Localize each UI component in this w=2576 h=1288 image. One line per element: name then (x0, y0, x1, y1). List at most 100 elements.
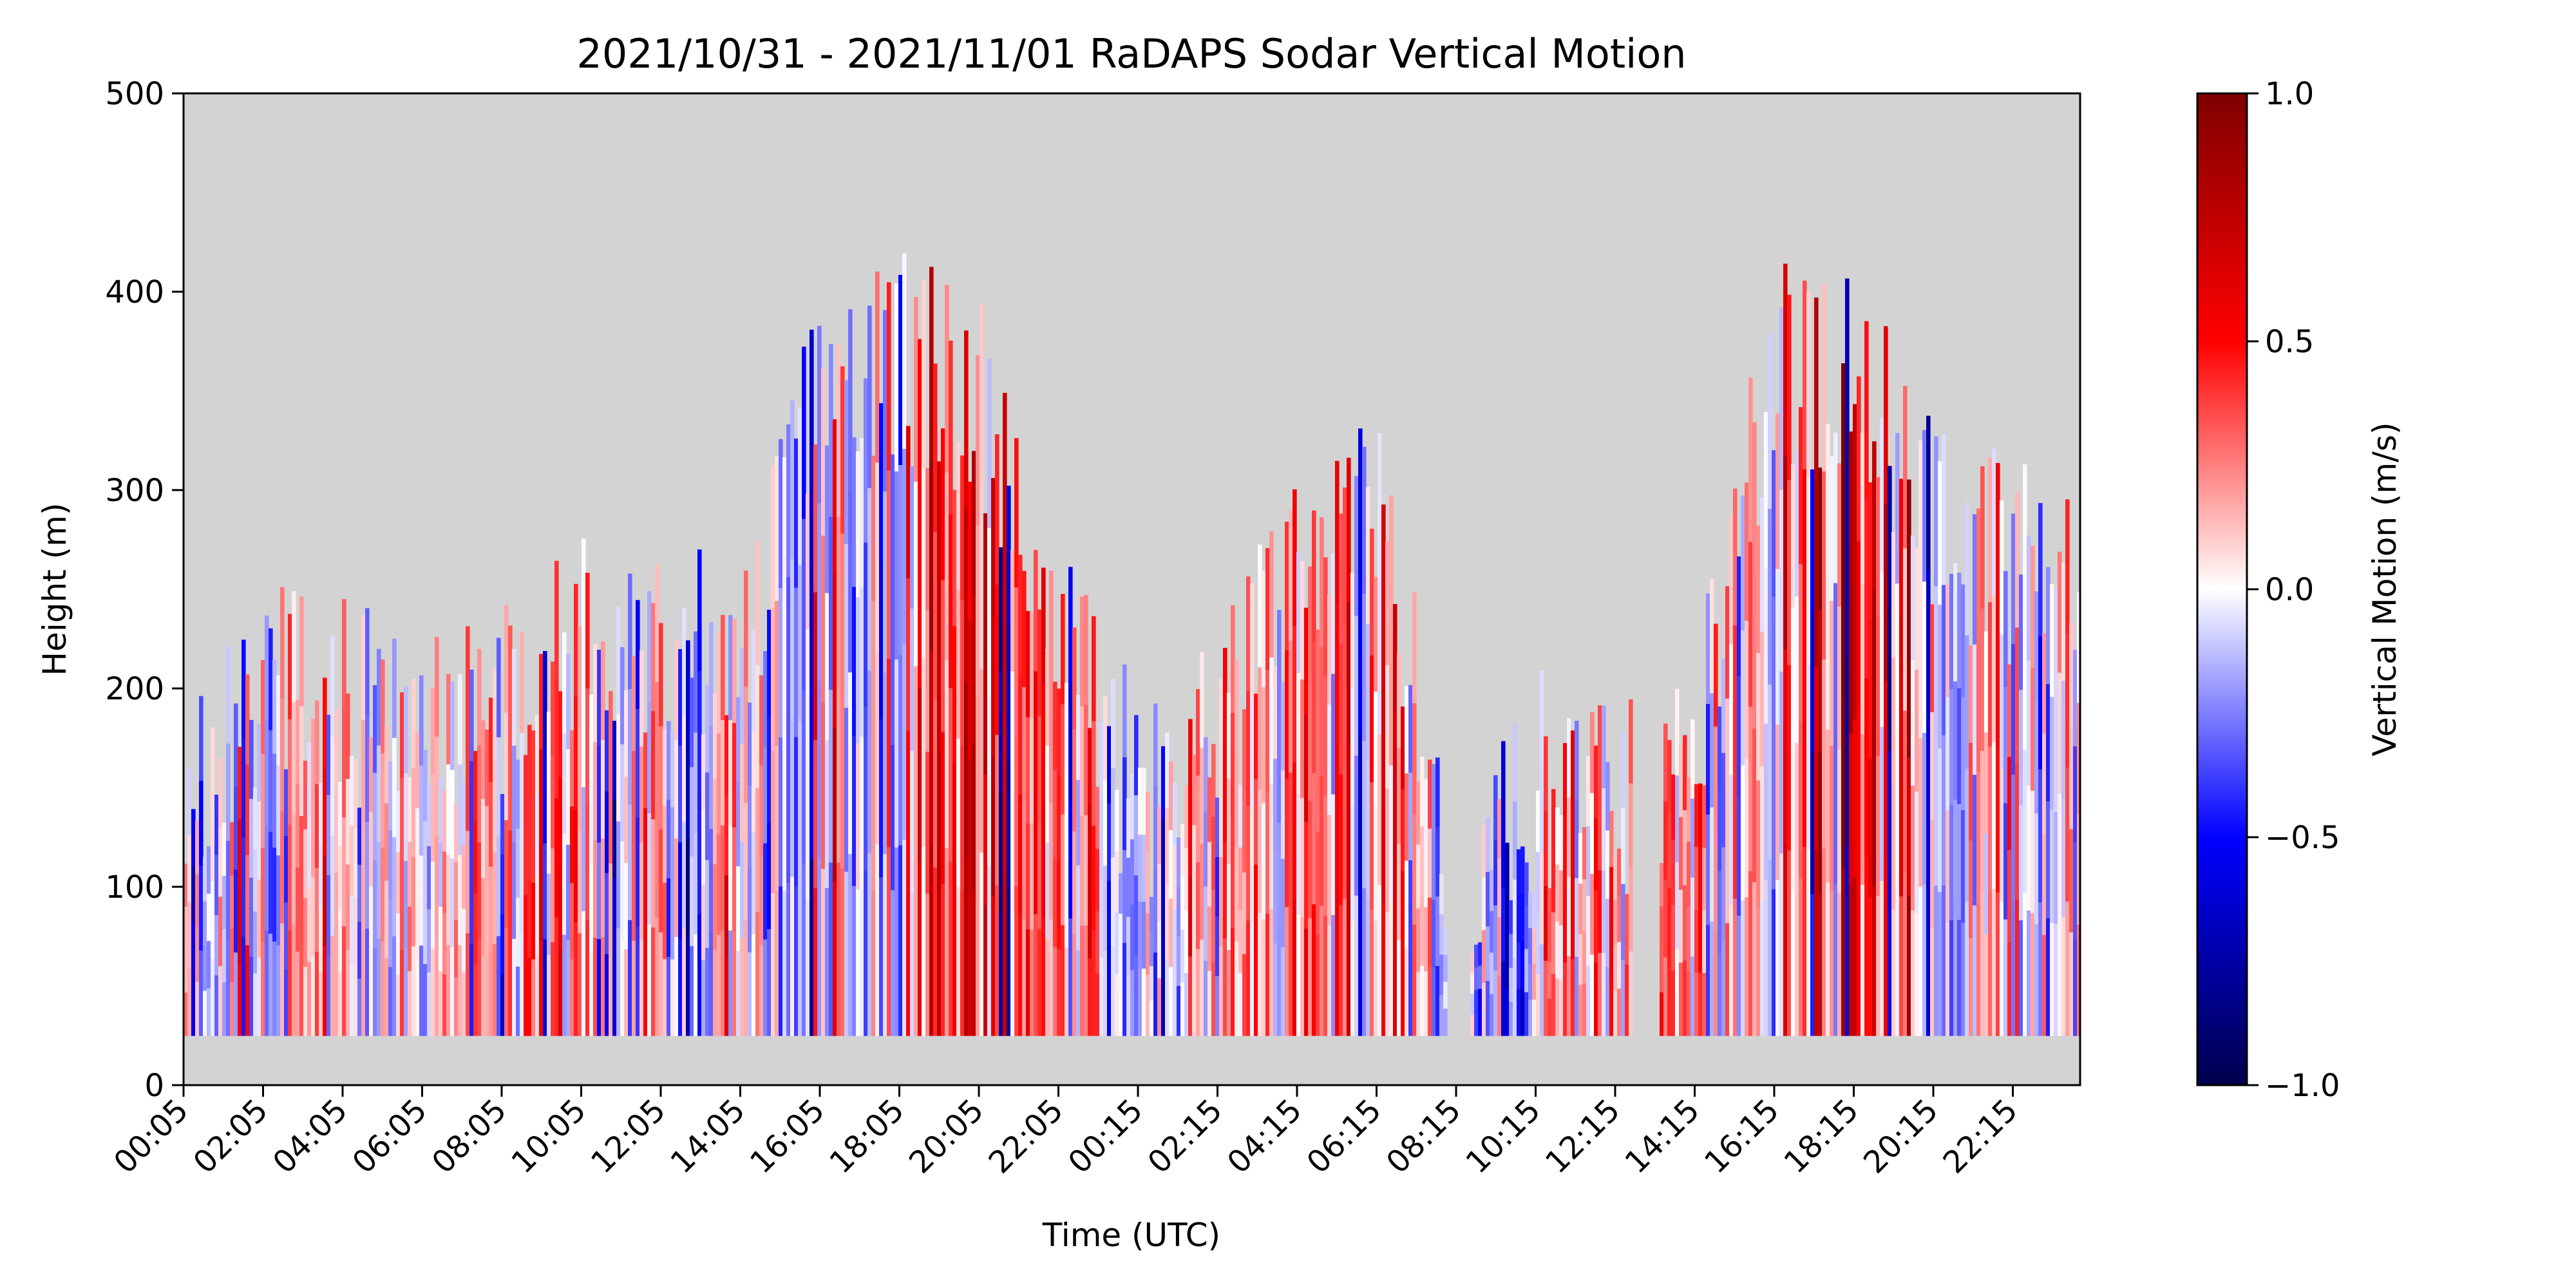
heatmap-cell (833, 881, 837, 1036)
heatmap-cell (1180, 824, 1185, 878)
heatmap-cell (199, 696, 204, 782)
heatmap-cell (1675, 949, 1680, 1036)
heatmap-cell (1374, 920, 1378, 1036)
heatmap-cell (790, 559, 795, 719)
heatmap-cell (2011, 905, 2016, 1036)
heatmap-cell (1868, 897, 1873, 1036)
heatmap-cell (187, 835, 192, 903)
heatmap-cell (361, 930, 366, 1036)
heatmap-cell (1184, 848, 1189, 911)
heatmap-cell (1760, 901, 1765, 1036)
heatmap-cell (825, 740, 829, 889)
heatmap-cell (1250, 922, 1255, 1036)
heatmap-cell (1861, 884, 1865, 1036)
heatmap-cell (1973, 644, 1977, 775)
heatmap-cell (914, 851, 918, 1036)
heatmap-cell (253, 911, 258, 974)
heatmap-cell (1393, 712, 1397, 820)
heatmap-cell (1215, 916, 1220, 977)
heatmap-cell (1872, 887, 1877, 1036)
heatmap-cell (1911, 910, 1915, 1036)
heatmap-cell (296, 951, 300, 1036)
heatmap-cell (1915, 547, 1919, 670)
heatmap-cell (1362, 741, 1367, 889)
heatmap-cell (1010, 671, 1015, 793)
heatmap-cell (2069, 726, 2074, 830)
heatmap-cell (717, 834, 721, 936)
heatmap-cell (1053, 681, 1057, 771)
heatmap-cell (1490, 952, 1494, 995)
heatmap-cell (1493, 840, 1498, 906)
heatmap-cell (701, 960, 706, 1036)
heatmap-cell (1891, 909, 1896, 1036)
heatmap-cell (1432, 831, 1436, 900)
heatmap-cell (624, 690, 629, 777)
heatmap-cell (539, 940, 544, 1036)
heatmap-cell (1223, 744, 1227, 842)
heatmap-cell (249, 799, 254, 878)
heatmap-cell (1003, 875, 1007, 1036)
heatmap-cell (999, 791, 1003, 914)
heatmap-cell (1424, 971, 1428, 1036)
heatmap-cell (1663, 957, 1668, 1036)
heatmap-cell (187, 768, 192, 836)
heatmap-cell (945, 848, 949, 1036)
heatmap-cell (1358, 732, 1363, 884)
heatmap-cell (987, 359, 992, 529)
heatmap-cell (184, 864, 188, 907)
heatmap-cell (1435, 966, 1440, 1036)
heatmap-cell (1575, 799, 1579, 879)
heatmap-cell (925, 752, 930, 895)
heatmap-cell (1849, 582, 1853, 734)
heatmap-cell (1250, 696, 1255, 810)
heatmap-cell (2077, 813, 2080, 925)
heatmap-cell (1799, 721, 1803, 879)
heatmap-cell (527, 880, 532, 958)
heatmap-cell (829, 862, 833, 1036)
heatmap-cell (1370, 909, 1374, 1036)
heatmap-cell (1625, 929, 1629, 965)
heatmap-cell (346, 693, 350, 780)
heatmap-cell (1420, 896, 1425, 967)
heatmap-cell (1354, 616, 1359, 757)
heatmap-cell (1698, 846, 1703, 910)
heatmap-cell (624, 949, 629, 1036)
heatmap-cell (574, 697, 578, 810)
heatmap-cell (717, 733, 721, 835)
heatmap-cell (1799, 564, 1803, 722)
heatmap-cell (964, 859, 969, 1036)
heatmap-cells (184, 253, 2080, 1036)
heatmap-cell (771, 466, 775, 609)
heatmap-cell (1327, 705, 1332, 815)
heatmap-cell (1126, 916, 1131, 977)
heatmap-cell (1973, 514, 1977, 645)
heatmap-cell (821, 368, 826, 536)
heatmap-cell (802, 691, 806, 864)
heatmap-cell (1598, 705, 1602, 788)
heatmap-cell (1134, 955, 1139, 1036)
heatmap-cell (222, 982, 227, 1036)
heatmap-cell (1157, 864, 1162, 922)
heatmap-cell (1942, 885, 1946, 1036)
heatmap-cell (1378, 734, 1382, 886)
heatmap-cell (211, 804, 215, 882)
heatmap-cell (1381, 770, 1386, 904)
heatmap-cell (755, 912, 760, 1036)
heatmap-cell (1003, 553, 1007, 715)
x-tick-label: 20:05 (902, 1092, 990, 1180)
heatmap-cell (663, 806, 667, 884)
heatmap-cell (1501, 961, 1506, 1036)
heatmap-cell (280, 811, 285, 924)
heatmap-cell (2031, 545, 2035, 669)
heatmap-cell (1238, 847, 1243, 911)
heatmap-cell (1582, 827, 1587, 880)
heatmap-cell (647, 813, 652, 925)
heatmap-cell (1864, 321, 1869, 500)
heatmap-cell (578, 626, 582, 729)
heatmap-cell (226, 743, 231, 842)
heatmap-cell (937, 605, 942, 749)
heatmap-cell (2015, 899, 2020, 1036)
heatmap-cell (879, 561, 884, 720)
heatmap-cell (1265, 548, 1270, 670)
